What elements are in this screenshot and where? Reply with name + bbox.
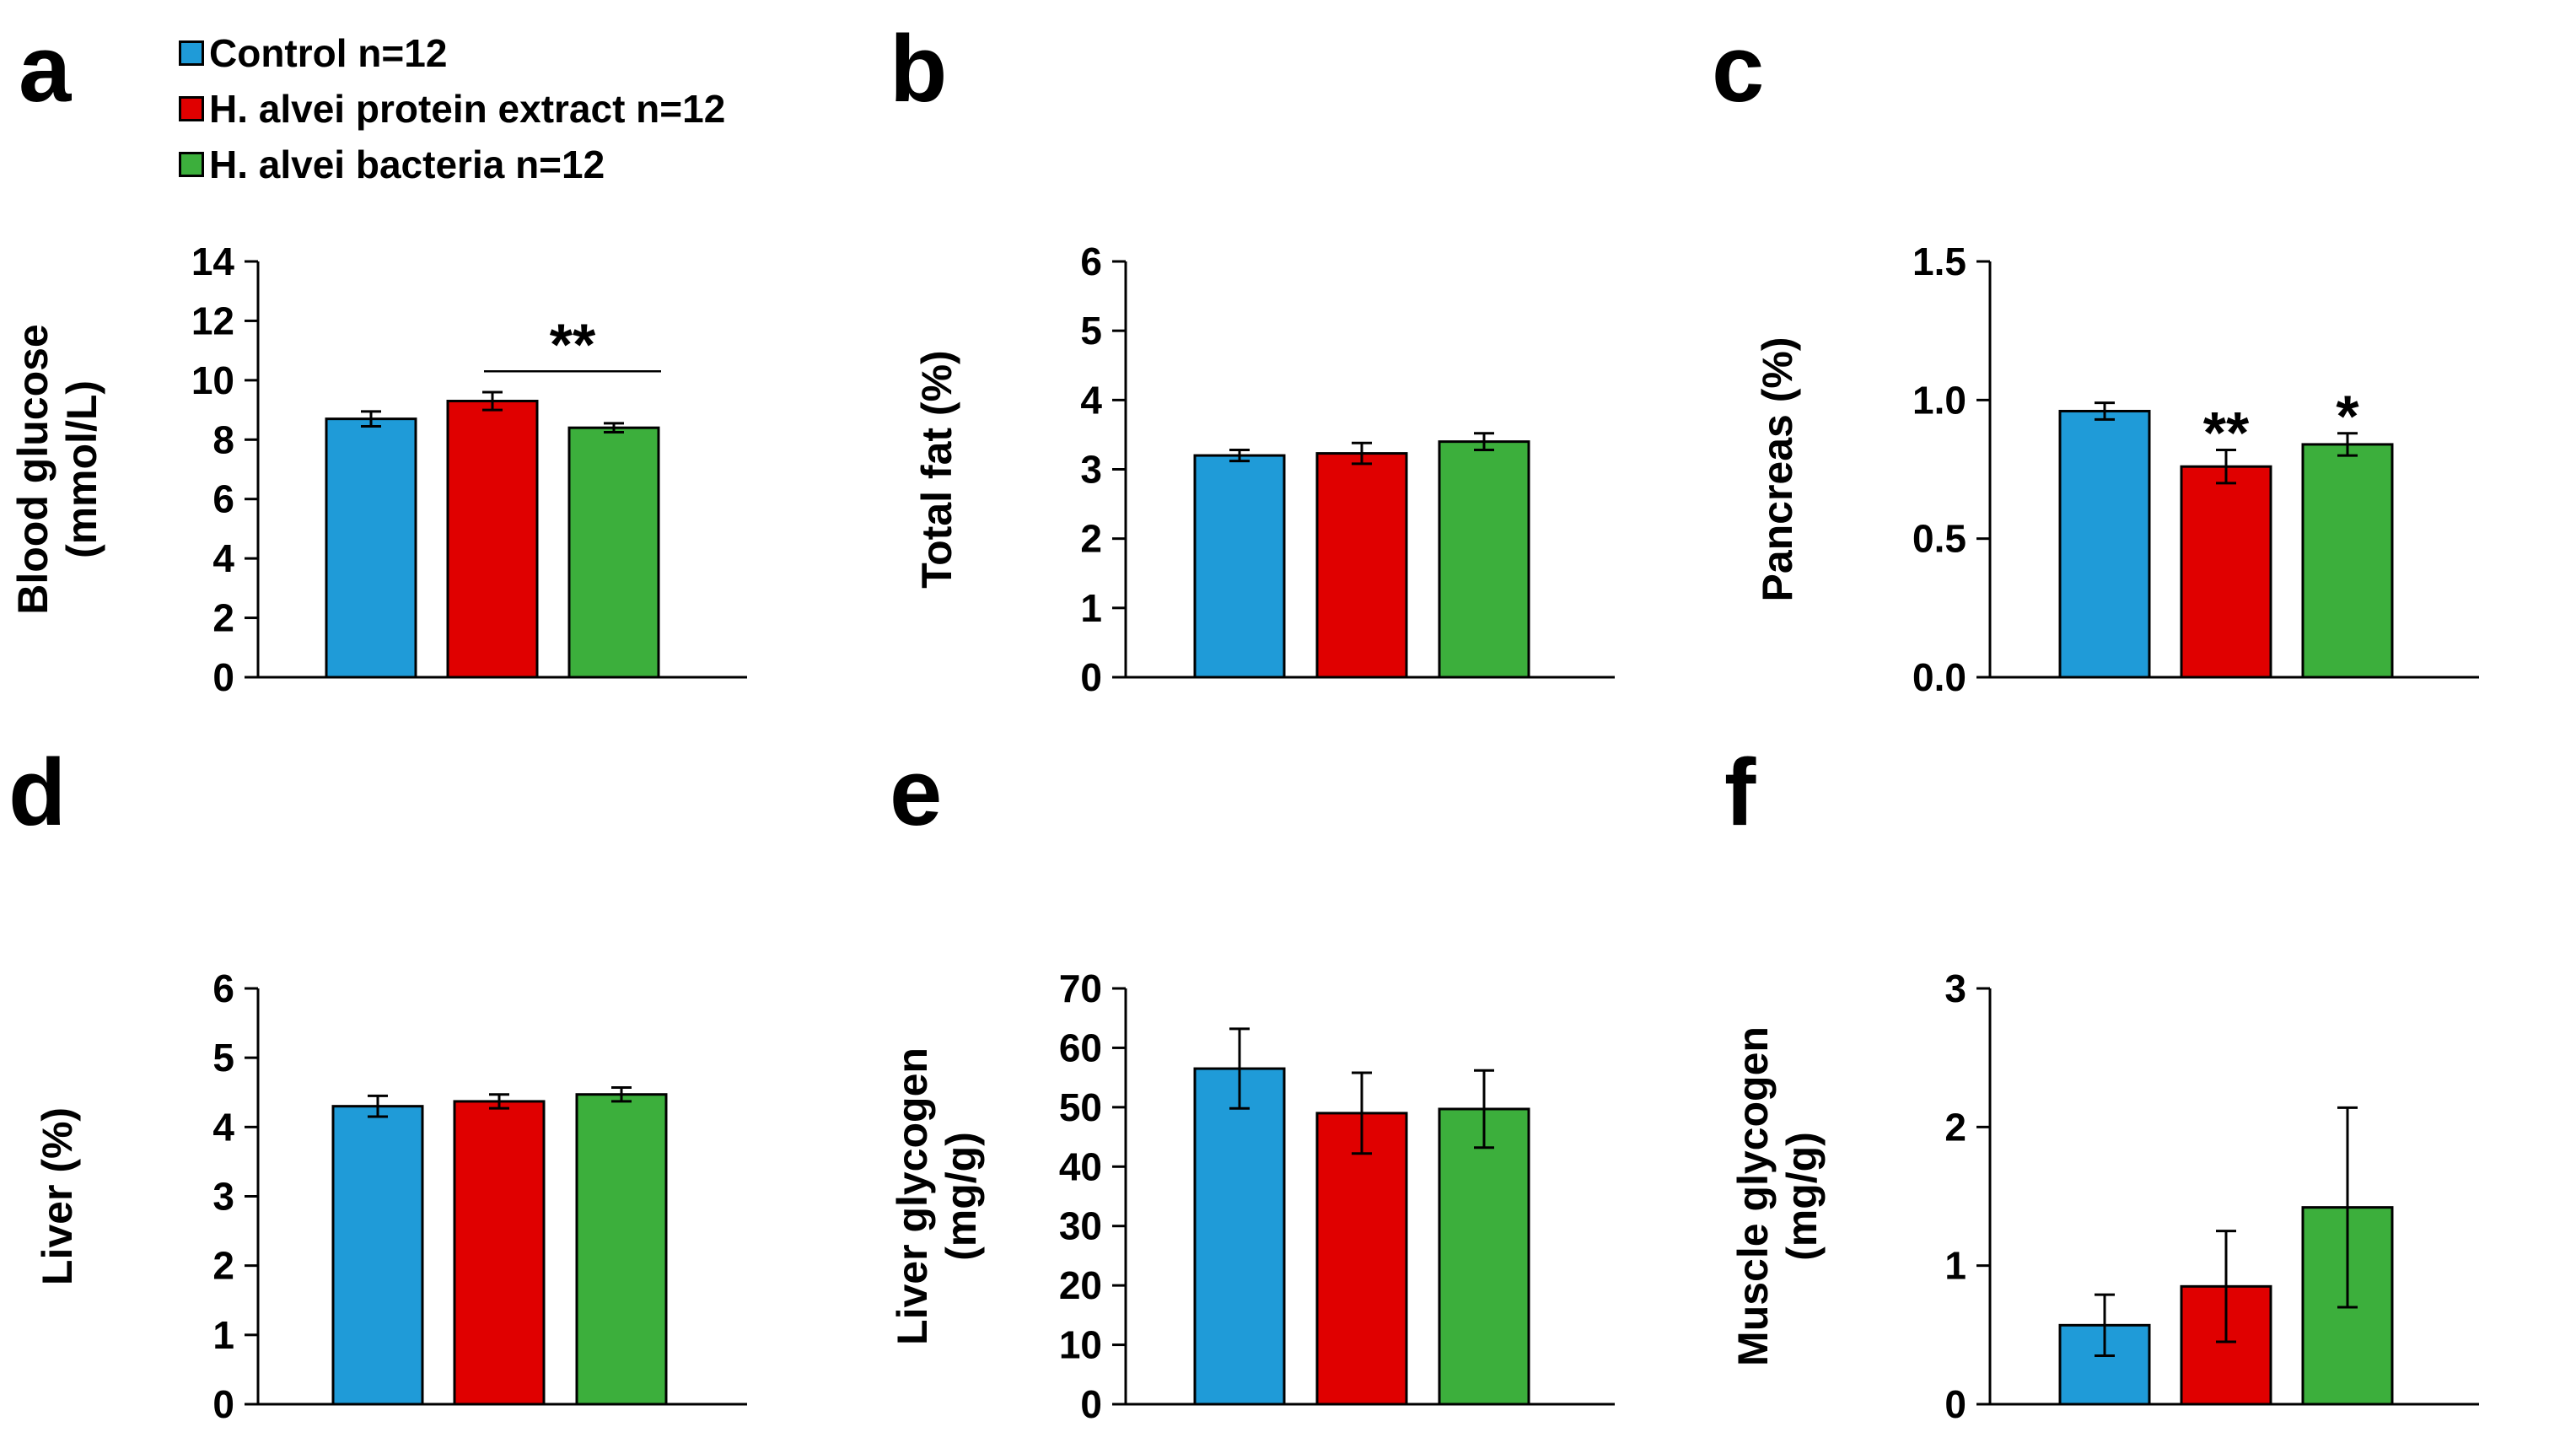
y-axis-label: Liver glycogen: [889, 1047, 936, 1345]
y-axis-label: Pancreas (%): [1754, 337, 1801, 601]
y-axis-label: Blood glucose: [9, 324, 56, 614]
panel-letter-d: d: [8, 740, 66, 845]
y-tick-label: 2: [1080, 517, 1102, 561]
y-tick-label: 10: [1059, 1323, 1102, 1367]
y-tick-label: 30: [1059, 1204, 1102, 1248]
panel-letter-c: c: [1712, 16, 1764, 121]
y-axis-label: Total fat (%): [913, 350, 960, 588]
panel-f: f 0 1 2 3 Muscle glycogen (mg/g): [1724, 740, 2479, 1426]
legend-swatch-control: [179, 40, 204, 66]
legend-item-bacteria: H. alvei bacteria n=12: [179, 137, 725, 192]
bar: [325, 417, 417, 679]
y-tick-label: 5: [1080, 309, 1102, 353]
y-tick-label: 40: [1059, 1144, 1102, 1188]
y-tick-label: 12: [191, 299, 234, 342]
bar: [1315, 1112, 1408, 1406]
bar: [1315, 452, 1408, 679]
legend-swatch-bacteria: [179, 152, 204, 177]
legend-label-control: Control n=12: [209, 31, 448, 75]
panel-a: a 0 2 4 6 8 10 12 14 Blood glucose (mmol/L) **: [9, 16, 747, 699]
panel-letter-a: a: [19, 16, 72, 121]
y-axis-label: (mg/g): [1778, 1132, 1826, 1261]
y-tick-label: 60: [1059, 1026, 1102, 1069]
y-tick-label: 3: [1944, 966, 1966, 1010]
legend-label-protein-extract: H. alvei protein extract n=12: [209, 87, 726, 131]
y-axis-label: Liver (%): [34, 1107, 81, 1285]
y-tick-label: 2: [212, 596, 234, 640]
y-tick-label: 14: [191, 240, 235, 283]
panel-b: b 0 1 2 3 4 5 6 Total fat (%): [890, 16, 1615, 699]
panel-e: e 0 10 20 30 40 50 60 70 Liver glycogen (mg/g): [889, 740, 1615, 1426]
y-axis-label: (mmol/L): [58, 380, 105, 558]
legend-item-protein-extract: H. alvei protein extract n=12: [179, 81, 725, 137]
bar: [567, 426, 660, 679]
legend-item-control: Control n=12: [179, 25, 725, 81]
y-tick-label: 4: [1080, 378, 1102, 422]
panel-letter-f: f: [1724, 740, 1756, 845]
bar: [1193, 454, 1286, 679]
y-tick-label: 1: [1944, 1244, 1966, 1288]
panel-letter-e: e: [890, 740, 942, 845]
y-tick-label: 20: [1059, 1263, 1102, 1307]
bar: [446, 400, 539, 679]
y-tick-label: 1.0: [1912, 378, 1966, 422]
bar: [331, 1105, 424, 1406]
y-tick-label: 3: [1080, 448, 1102, 492]
y-tick-label: 4: [212, 536, 234, 580]
legend: Control n=12 H. alvei protein extract n=…: [179, 25, 725, 192]
y-tick-label: 50: [1059, 1085, 1102, 1129]
y-tick-label: 2: [212, 1244, 234, 1288]
bar: [1438, 1107, 1530, 1406]
y-tick-label: 6: [1080, 240, 1102, 283]
bar: [1438, 440, 1530, 679]
panel-d: d 0 1 2 3 4 5 6 Liver (%): [8, 740, 747, 1426]
y-tick-label: 1: [212, 1313, 234, 1357]
y-tick-label: 10: [191, 358, 234, 402]
y-tick-label: 0: [1080, 655, 1102, 699]
y-tick-label: 0: [212, 655, 234, 699]
bar: [1193, 1067, 1286, 1406]
y-tick-label: 1.5: [1912, 240, 1966, 283]
bar: [575, 1093, 668, 1406]
significance-label: *: [2336, 383, 2359, 449]
y-tick-label: 0: [1944, 1382, 1966, 1426]
y-tick-label: 70: [1059, 966, 1102, 1010]
y-tick-label: 5: [212, 1036, 234, 1080]
y-axis-label: Muscle glycogen: [1729, 1026, 1777, 1366]
bar: [2301, 443, 2394, 679]
y-tick-label: 3: [212, 1175, 234, 1219]
bar: [2058, 409, 2151, 679]
y-tick-label: 0.5: [1912, 517, 1966, 561]
legend-swatch-protein-extract: [179, 96, 204, 121]
y-tick-label: 6: [212, 966, 234, 1010]
panel-letter-b: b: [890, 16, 947, 121]
legend-label-bacteria: H. alvei bacteria n=12: [209, 143, 605, 186]
y-tick-label: 0.0: [1912, 655, 1966, 699]
y-tick-label: 8: [212, 417, 234, 461]
y-tick-label: 2: [1944, 1105, 1966, 1149]
bar: [453, 1100, 546, 1406]
y-tick-label: 0: [1080, 1382, 1102, 1426]
bar: [2180, 465, 2272, 679]
significance-label: **: [2203, 400, 2250, 466]
significance-label: **: [550, 311, 596, 377]
y-axis-label: (mg/g): [938, 1132, 985, 1261]
y-tick-label: 0: [212, 1382, 234, 1426]
y-tick-label: 4: [212, 1105, 234, 1149]
y-tick-label: 6: [212, 477, 234, 521]
y-tick-label: 1: [1080, 586, 1102, 630]
